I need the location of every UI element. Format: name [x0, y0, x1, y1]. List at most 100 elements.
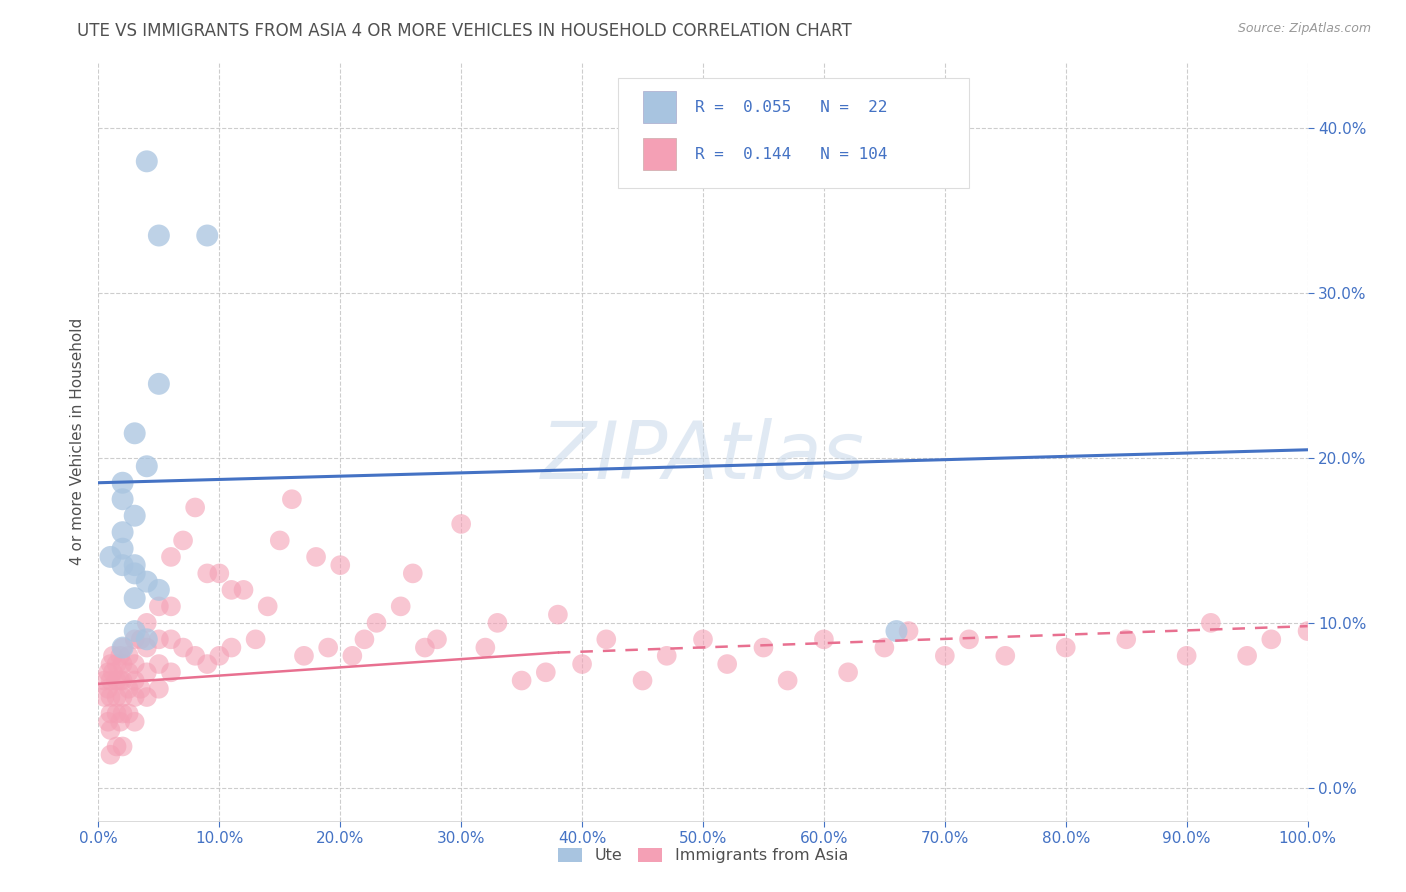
Point [934, 648, 956, 663]
Point [752, 640, 775, 655]
Point [353, 632, 375, 647]
Point [124, 657, 146, 671]
Point [195, 228, 218, 243]
Point [655, 648, 678, 663]
Point [135, 574, 157, 589]
Point [111, 492, 134, 507]
Point [957, 632, 980, 647]
Point [160, 599, 183, 614]
Point [716, 657, 738, 671]
Point [269, 533, 291, 548]
Point [100, 747, 122, 762]
Point [124, 426, 146, 441]
Point [776, 673, 799, 688]
Point [108, 673, 131, 688]
Point [118, 648, 141, 663]
Point [111, 690, 134, 704]
Point [366, 615, 388, 630]
Point [184, 648, 207, 663]
Point [316, 640, 339, 655]
Point [124, 714, 146, 729]
Point [897, 624, 920, 639]
Bar [643, 91, 676, 123]
Text: Source: ZipAtlas.com: Source: ZipAtlas.com [1237, 22, 1371, 36]
Point [135, 632, 157, 647]
Point [1115, 632, 1137, 647]
Point [97, 714, 120, 729]
Point [534, 665, 557, 680]
Text: R =  0.055   N =  22: R = 0.055 N = 22 [695, 100, 887, 115]
Point [135, 690, 157, 704]
Point [100, 706, 122, 721]
Point [111, 640, 134, 655]
Point [135, 459, 157, 474]
Point [426, 632, 449, 647]
Point [1175, 648, 1198, 663]
Point [105, 690, 128, 704]
Point [118, 706, 141, 721]
Point [124, 632, 146, 647]
Point [135, 640, 157, 655]
Point [837, 665, 859, 680]
Point [402, 566, 425, 581]
Point [1260, 632, 1282, 647]
Point [510, 673, 533, 688]
Point [111, 706, 134, 721]
Point [172, 640, 194, 655]
Point [148, 632, 170, 647]
Point [105, 706, 128, 721]
Point [305, 549, 328, 564]
FancyBboxPatch shape [619, 78, 969, 187]
Point [135, 665, 157, 680]
Text: UTE VS IMMIGRANTS FROM ASIA 4 OR MORE VEHICLES IN HOUSEHOLD CORRELATION CHART: UTE VS IMMIGRANTS FROM ASIA 4 OR MORE VE… [77, 22, 852, 40]
Point [118, 681, 141, 696]
Point [1236, 648, 1258, 663]
Point [105, 739, 128, 754]
Point [111, 525, 134, 540]
Bar [643, 138, 676, 170]
Point [195, 566, 218, 581]
Point [124, 624, 146, 639]
Point [97, 665, 120, 680]
Point [108, 714, 131, 729]
Point [994, 648, 1017, 663]
Point [547, 607, 569, 622]
Point [160, 549, 183, 564]
Point [118, 665, 141, 680]
Point [100, 673, 122, 688]
Point [208, 648, 231, 663]
Y-axis label: 4 or more Vehicles in Household: 4 or more Vehicles in Household [69, 318, 84, 566]
Point [124, 508, 146, 523]
Point [100, 723, 122, 737]
Point [692, 632, 714, 647]
Point [111, 657, 134, 671]
Point [135, 154, 157, 169]
Point [245, 632, 267, 647]
Point [124, 566, 146, 581]
Point [111, 558, 134, 573]
Point [129, 632, 152, 647]
Point [450, 516, 472, 531]
Point [571, 657, 593, 671]
Point [195, 657, 218, 671]
Point [486, 615, 509, 630]
Point [1296, 624, 1319, 639]
Point [124, 591, 146, 606]
Point [221, 582, 243, 597]
Point [208, 566, 231, 581]
Point [111, 640, 134, 655]
Point [148, 376, 170, 391]
Point [474, 640, 496, 655]
Point [135, 615, 157, 630]
Point [256, 599, 278, 614]
Point [100, 690, 122, 704]
Point [148, 228, 170, 243]
Point [111, 739, 134, 754]
Point [101, 648, 124, 663]
Text: R =  0.144   N = 104: R = 0.144 N = 104 [695, 146, 887, 161]
Point [93, 673, 115, 688]
Point [184, 500, 207, 515]
Point [111, 475, 134, 490]
Point [813, 632, 835, 647]
Point [221, 640, 243, 655]
